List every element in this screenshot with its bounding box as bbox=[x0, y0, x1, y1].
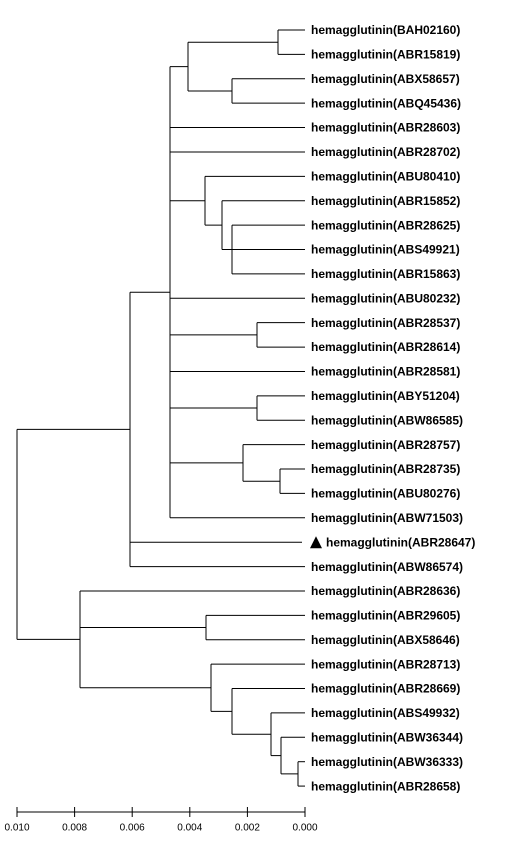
leaf-label: hemagglutinin(ABR15819) bbox=[311, 48, 460, 62]
leaf-label: hemagglutinin(ABR28757) bbox=[311, 438, 460, 452]
scale-tick-label: 0.000 bbox=[292, 823, 317, 834]
scale-tick-label: 0.010 bbox=[4, 823, 29, 834]
leaf-label: hemagglutinin(ABW86585) bbox=[311, 413, 463, 427]
leaf-label: hemagglutinin(ABS49921) bbox=[311, 243, 460, 257]
leaf-label: hemagglutinin(ABY51204) bbox=[311, 389, 460, 403]
leaf-label: hemagglutinin(ABR28735) bbox=[311, 462, 460, 476]
scale-tick-label: 0.004 bbox=[177, 823, 202, 834]
leaf-label: hemagglutinin(ABR29605) bbox=[311, 609, 460, 623]
leaf-label: hemagglutinin(ABQ45436) bbox=[311, 96, 461, 110]
leaf-label: hemagglutinin(ABW86574) bbox=[311, 560, 463, 574]
leaf-label: hemagglutinin(ABR28636) bbox=[311, 584, 460, 598]
leaf-label: hemagglutinin(ABR28625) bbox=[311, 218, 460, 232]
leaf-label: hemagglutinin(ABR28647) bbox=[326, 535, 475, 549]
leaf-label: hemagglutinin(ABU80410) bbox=[311, 170, 460, 184]
leaf-label: hemagglutinin(ABU80276) bbox=[311, 487, 460, 501]
leaf-label: hemagglutinin(ABS49932) bbox=[311, 706, 460, 720]
leaf-label: hemagglutinin(ABR28603) bbox=[311, 121, 460, 135]
scale-tick-label: 0.002 bbox=[235, 823, 260, 834]
leaf-label: hemagglutinin(BAH02160) bbox=[311, 23, 460, 37]
leaf-label: hemagglutinin(ABR15852) bbox=[311, 194, 460, 208]
marker-triangle bbox=[310, 536, 322, 549]
scale-tick-label: 0.008 bbox=[62, 823, 87, 834]
leaf-label: hemagglutinin(ABW36333) bbox=[311, 755, 463, 769]
leaf-label: hemagglutinin(ABR28537) bbox=[311, 316, 460, 330]
leaf-label: hemagglutinin(ABR15863) bbox=[311, 267, 460, 281]
leaf-label: hemagglutinin(ABR28614) bbox=[311, 340, 460, 354]
leaf-label: hemagglutinin(ABW36344) bbox=[311, 730, 463, 744]
scale-tick-label: 0.006 bbox=[120, 823, 145, 834]
leaf-label: hemagglutinin(ABR28669) bbox=[311, 682, 460, 696]
leaf-label: hemagglutinin(ABU80232) bbox=[311, 291, 460, 305]
leaf-label: hemagglutinin(ABR28702) bbox=[311, 145, 460, 159]
leaf-label: hemagglutinin(ABW71503) bbox=[311, 511, 463, 525]
leaf-label: hemagglutinin(ABX58646) bbox=[311, 633, 460, 647]
leaf-label: hemagglutinin(ABR28658) bbox=[311, 779, 460, 793]
leaf-label: hemagglutinin(ABR28713) bbox=[311, 657, 460, 671]
leaf-label: hemagglutinin(ABR28581) bbox=[311, 365, 460, 379]
leaf-label: hemagglutinin(ABX58657) bbox=[311, 72, 460, 86]
